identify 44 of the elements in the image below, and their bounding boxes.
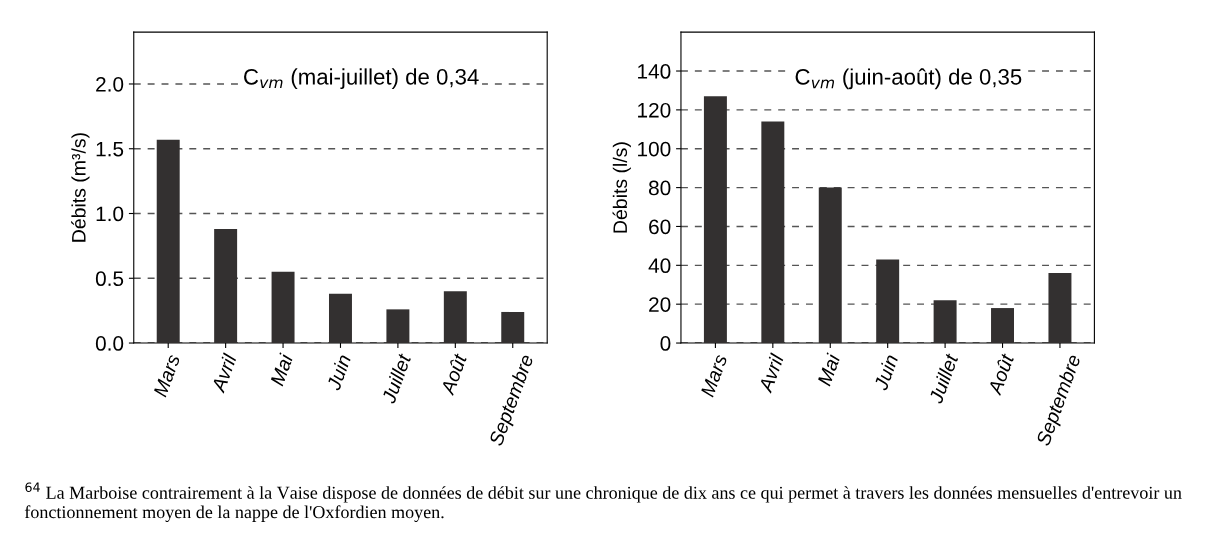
x-tick-label: Juillet [928, 352, 959, 405]
x-tick-label: Juin [325, 353, 352, 392]
x-tick-label: Mars [153, 353, 181, 398]
y-tick-label: 40 [648, 258, 671, 274]
y-axis-title: Débits (m³/s) [71, 133, 90, 242]
bar [1048, 273, 1072, 344]
y-tick-label: 100 [638, 141, 671, 157]
y-tick-label: 0.0 [95, 336, 124, 351]
bar [991, 308, 1015, 344]
bar [876, 259, 900, 344]
x-tick-label: Avril [757, 352, 785, 394]
bar [271, 271, 295, 344]
annotation: C$_{vm}$ (mai-juillet) de 0,34 [244, 68, 479, 90]
y-tick-label: 80 [648, 180, 671, 196]
bar [933, 300, 957, 344]
x-tick-label: Avril [210, 352, 237, 394]
y-tick-label: 0.5 [95, 271, 124, 287]
bar [156, 139, 180, 344]
x-tick-label: Mai [269, 352, 294, 387]
y-tick-label: 60 [649, 219, 671, 235]
x-tick-label: Juillet [380, 352, 412, 405]
y-tick-label: 0 [660, 336, 671, 351]
text: $^{64}$ La Marboise contrairement à la Vaise dispose de données de débit sur une chronique de dix ans ce qui permet à travers les données mensuelles d'entrevoir un fonctionnement moyen de la nappe de l'Oxfordien moyen. [24, 482, 1182, 522]
y-tick-label: 140 [638, 64, 671, 79]
bar [761, 121, 785, 344]
bar [329, 293, 352, 344]
y-tick-label: 2.0 [96, 76, 124, 92]
x-tick-label: Mai [816, 352, 841, 387]
y-tick-label: 120 [638, 102, 671, 118]
bar [818, 187, 842, 344]
bar [386, 309, 410, 344]
y-tick-label: 1.5 [96, 141, 124, 157]
y-axis-title: Débits (l/s) [612, 142, 631, 233]
x-tick-label: Août [986, 352, 1015, 397]
bar [501, 311, 525, 344]
x-tick-label: Mars [700, 353, 728, 398]
bar [703, 96, 727, 344]
annotation: C$_{vm}$ (juin-août) de 0,35 [795, 68, 1022, 90]
bar [214, 229, 238, 344]
bar [443, 291, 467, 344]
y-tick-label: 1.0 [96, 206, 124, 222]
x-tick-label: Août [439, 352, 468, 397]
x-tick-label: Juin [873, 353, 899, 392]
y-tick-label: 20 [649, 297, 671, 312]
